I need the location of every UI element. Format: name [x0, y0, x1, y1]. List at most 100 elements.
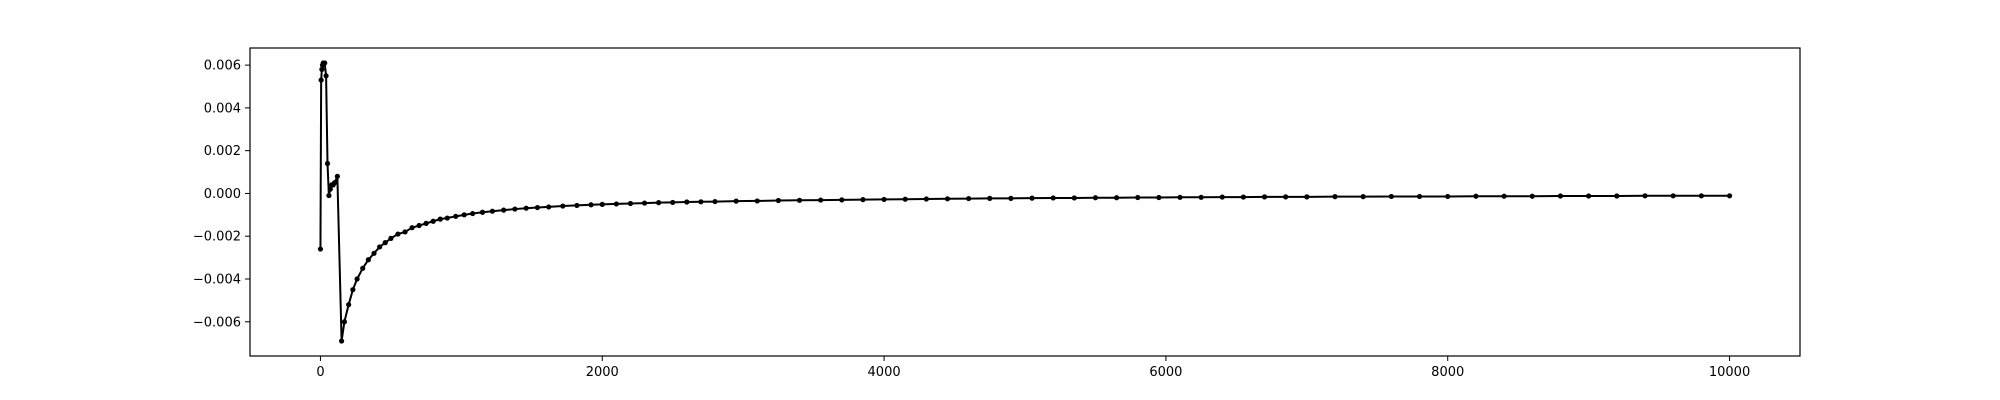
data-point — [416, 222, 422, 229]
x-tick-label: 4000 — [868, 365, 901, 380]
data-point — [479, 209, 486, 215]
data-point — [923, 196, 929, 202]
data-point — [1240, 194, 1247, 200]
data-point — [382, 240, 388, 246]
data-point — [430, 218, 436, 224]
data-point — [754, 198, 760, 204]
y-axis: −0.006 −0.004 −0.002 0.000 0.002 0.004 0.006 — [193, 59, 250, 330]
x-tick-label: 10000 — [1709, 365, 1750, 380]
x-tick-label: 6000 — [1149, 365, 1182, 380]
data-point — [818, 197, 824, 203]
data-point — [409, 225, 415, 231]
data-point — [395, 231, 401, 237]
data-point — [1135, 194, 1141, 201]
data-point — [1529, 193, 1535, 199]
data-point — [334, 173, 340, 179]
data-point — [944, 196, 951, 202]
data-point — [371, 250, 377, 256]
data-point — [338, 338, 345, 344]
data-point — [1614, 193, 1620, 199]
y-tick-label: −0.004 — [193, 273, 241, 288]
data-point — [902, 196, 908, 202]
data-point — [327, 186, 333, 192]
data-point — [461, 212, 467, 218]
data-point — [987, 195, 993, 201]
data-point — [317, 246, 324, 252]
data-point — [1261, 194, 1268, 200]
data-point — [698, 199, 704, 205]
data-point — [1416, 193, 1423, 200]
data-point — [453, 213, 459, 219]
data-point — [670, 199, 676, 206]
data-point — [1670, 193, 1676, 199]
data-point — [546, 204, 552, 210]
data-point — [966, 195, 972, 202]
data-point — [712, 198, 718, 205]
data-point — [350, 287, 356, 293]
data-point — [470, 210, 476, 217]
data-point — [354, 276, 360, 282]
data-point — [377, 244, 383, 250]
data-point — [574, 202, 580, 209]
data-point — [322, 60, 328, 66]
data-point — [1642, 193, 1648, 199]
y-tick-label: 0.006 — [204, 59, 241, 74]
data-point — [326, 192, 332, 199]
data-point — [1113, 195, 1120, 201]
data-point — [1050, 195, 1056, 201]
x-tick-label: 2000 — [586, 365, 619, 380]
y-tick-label: −0.002 — [193, 230, 241, 245]
data-point — [641, 200, 648, 206]
data-point — [534, 204, 541, 211]
data-point — [365, 257, 371, 263]
plot-area — [317, 60, 1733, 344]
data-point — [599, 201, 605, 207]
data-point — [881, 196, 887, 203]
y-tick-label: 0.000 — [204, 187, 241, 202]
data-point — [346, 302, 352, 308]
data-point — [1586, 193, 1592, 199]
data-point — [444, 215, 450, 221]
data-point — [1360, 194, 1366, 200]
data-point — [341, 319, 348, 325]
data-point — [323, 73, 329, 79]
data-point — [319, 66, 325, 72]
data-point — [627, 200, 634, 207]
data-point — [360, 265, 366, 271]
x-tick-label: 0 — [316, 365, 324, 380]
y-tick-label: 0.004 — [204, 101, 241, 116]
data-point — [324, 160, 331, 167]
data-point — [1177, 194, 1183, 200]
data-point — [775, 197, 782, 204]
data-point — [1092, 195, 1099, 201]
data-point — [588, 202, 594, 208]
data-point — [1156, 194, 1162, 201]
data-point — [1501, 193, 1507, 199]
y-tick-label: 0.002 — [204, 144, 241, 159]
data-point — [1071, 195, 1077, 201]
data-point — [1388, 193, 1394, 200]
data-point — [1198, 194, 1204, 200]
data-point — [437, 216, 443, 222]
data-point — [613, 201, 619, 207]
data-point — [1008, 195, 1014, 201]
data-point — [733, 198, 739, 204]
data-point — [560, 203, 566, 209]
axes-frame — [249, 47, 1801, 357]
data-point — [1332, 194, 1338, 200]
x-tick-label: 8000 — [1431, 365, 1464, 380]
data-point — [1726, 193, 1733, 199]
data-point — [501, 207, 507, 213]
data-point — [388, 235, 394, 241]
data-point — [1698, 193, 1704, 199]
data-point — [1304, 194, 1310, 200]
data-point — [318, 77, 324, 83]
data-point — [860, 197, 866, 203]
data-point — [1219, 194, 1225, 200]
data-point — [331, 180, 338, 186]
data-point — [796, 197, 803, 203]
data-point — [423, 220, 429, 226]
data-point — [684, 199, 690, 205]
data-point — [402, 229, 408, 235]
